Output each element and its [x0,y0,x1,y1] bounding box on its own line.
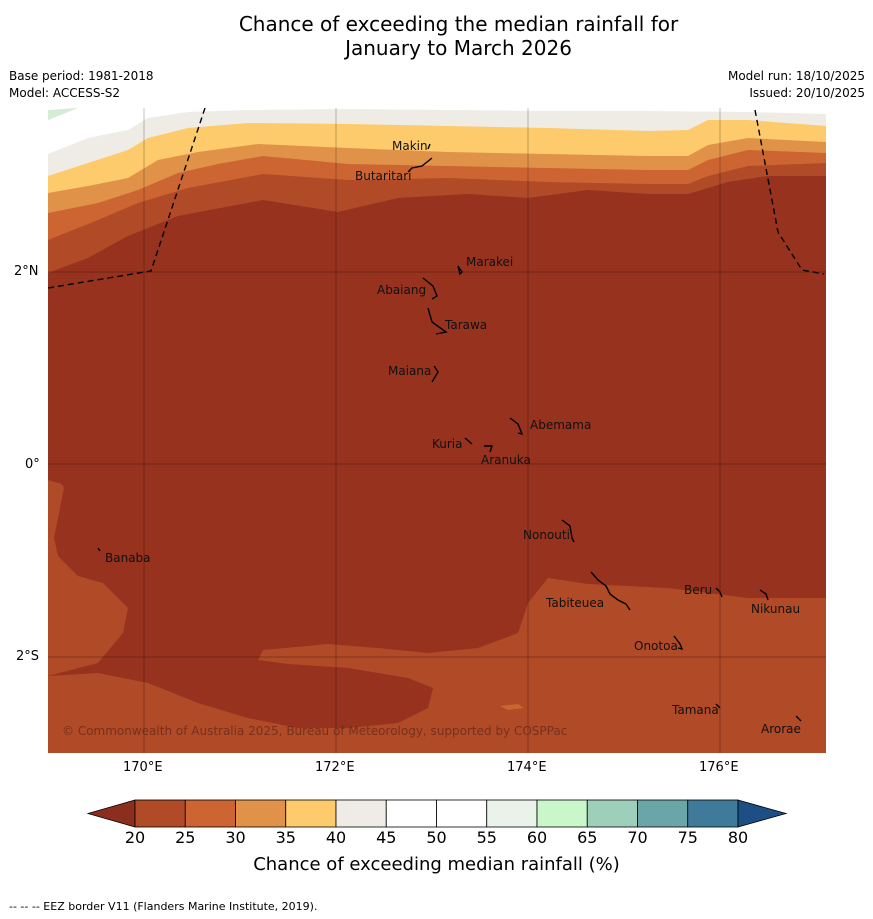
colorbar-tick-35: 35 [275,828,296,847]
gridlines [48,108,826,753]
contour-55-60 [48,108,78,120]
island-abemama [509,417,524,436]
colorbar-cell-30-35 [235,799,287,828]
island-arorae [795,715,802,722]
place-makin: Makin [392,139,428,153]
colorbar-extend-high [737,799,788,828]
island-tarawa [427,307,448,335]
colorbar-cell-25-30 [184,799,236,828]
lat-label-2s: 2°S [16,649,40,664]
colorbar-tick-65: 65 [577,828,598,847]
eez-border-east [754,109,825,275]
island-kuria [464,437,473,445]
colorbar-tick-60: 60 [526,828,548,847]
island-butaritari [407,157,433,173]
base-period: Base period: 1981-2018 [9,69,154,83]
place-tarawa: Tarawa [445,318,488,332]
lat-label-2n: 2°N [14,264,39,279]
island-beru [715,587,723,598]
place-nonouti: Nonouti [523,528,570,542]
place-beru: Beru [684,583,713,597]
colorbar-cell-55-60 [486,799,538,828]
colorbar-cell-50-55 [436,799,488,828]
place-banaba: Banaba [105,551,151,565]
island-nikunau [759,589,769,601]
colorbar-tick-25: 25 [175,828,196,847]
issued-date: Issued: 20/10/2025 [749,86,865,100]
colorbar-tick-70: 70 [627,828,648,847]
title-line-2: January to March 2026 [345,36,572,60]
colorbar-tick-80: 80 [727,828,749,847]
place-aranuka: Aranuka [481,453,531,467]
lon-label-176e: 176°E [699,760,739,775]
rainfall-map [48,108,826,753]
place-tamana: Tamana [672,703,719,717]
colorbar-cell-35-40 [285,799,337,828]
island-makin [427,143,431,150]
place-arorae: Arorae [761,722,801,736]
meta-right: Model run: 18/10/2025 Issued: 20/10/2025 [728,68,865,102]
colorbar-cell-40-45 [335,799,387,828]
islands [97,143,802,722]
title-line-1: Chance of exceeding the median rainfall … [238,12,679,36]
colorbar-cell-45-50 [385,799,437,828]
place-marakei: Marakei [466,255,514,269]
colorbar-cell-20-25 [134,799,186,828]
place-onotoa: Onotoa [634,639,678,653]
model-name: Model: ACCESS-S2 [9,86,121,100]
colorbar-tick-30: 30 [225,828,246,847]
meta-left: Base period: 1981-2018 Model: ACCESS-S2 [9,68,154,102]
colorbar-tick-45: 45 [376,828,397,847]
colorbar-extend-low [86,799,136,828]
place-abaiang: Abaiang [377,283,427,297]
colorbar-tick-40: 40 [325,828,347,847]
colorbar-cell-75-80 [687,799,739,828]
copyright-notice: © Commonwealth of Australia 2025, Bureau… [62,724,568,738]
place-tabiteuea: Tabiteuea [546,596,605,610]
island-abaiang [422,277,438,300]
eez-border-west [48,108,206,289]
colorbar-cell-60-65 [536,799,588,828]
eez-footnote: -- -- -- EEZ border V11 (Flanders Marine… [9,900,318,913]
colorbar [86,799,788,828]
colorbar-tick-20: 20 [124,828,146,847]
island-maiana [431,365,439,383]
colorbar-cell-70-75 [637,799,689,828]
place-maiana: Maiana [388,364,432,378]
lat-label-0: 0° [25,457,40,472]
island-tamana [715,703,721,709]
colorbar-tick-75: 75 [677,828,698,847]
contour-20-25-west [48,484,128,676]
eez-borders [48,108,825,289]
lon-label-172e: 172°E [315,760,355,775]
colorbar-tick-50: 50 [426,828,447,847]
colorbar-tick-55: 55 [476,828,497,847]
lon-label-174e: 174°E [507,760,547,775]
island-nonouti [561,519,575,543]
contour-below-20 [48,176,826,728]
island-aranuka [484,445,493,453]
colorbar-label: Chance of exceeding median rainfall (%) [253,854,620,875]
colorbar-cells [86,799,788,828]
island-banaba [97,547,101,552]
place-kuria: Kuria [432,437,463,451]
island-tabiteuea [590,571,631,611]
lon-label-170e: 170°E [123,760,163,775]
place-nikunau: Nikunau [751,602,801,616]
chart-title: Chance of exceeding the median rainfall … [0,12,873,60]
model-run: Model run: 18/10/2025 [727,69,865,83]
place-abemama: Abemama [530,418,592,432]
island-onotoa [673,635,684,651]
colorbar-cell-65-70 [586,799,638,828]
contour-25-30-patch [500,704,524,710]
place-butaritari: Butaritari [355,169,412,183]
island-marakei [457,265,463,276]
